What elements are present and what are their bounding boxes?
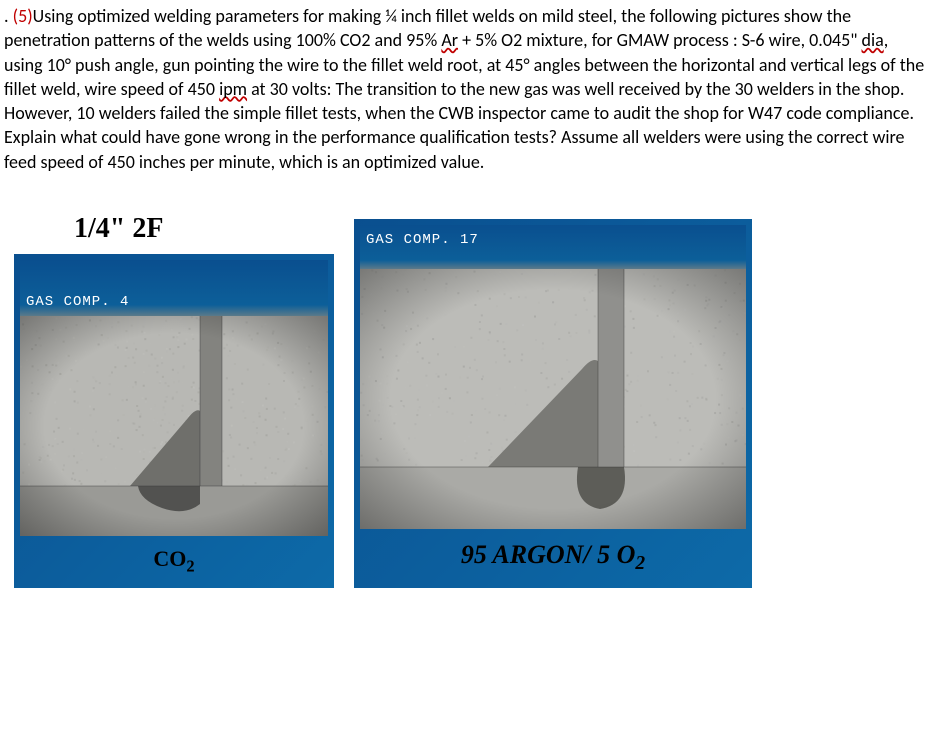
question-body: Using optimized welding parameters for m… (4, 5, 924, 173)
weld-photo-argon (360, 269, 746, 529)
figure-caption: 95 ARGON/ 5 O2 (360, 529, 746, 582)
figure-argon: GAS COMP. 17 95 ARGON/ 5 O2 (354, 219, 752, 588)
gas-comp-label: GAS COMP. 4 (20, 260, 328, 316)
weld-cross-section-icon (360, 269, 746, 529)
weld-cross-section-icon (20, 316, 328, 536)
caption-text: CO (153, 546, 186, 571)
caption-text: 95 ARGON/ 5 O (461, 540, 636, 569)
figure-frame: GAS COMP. 4 CO2 (14, 254, 334, 588)
caption-subscript: 2 (186, 556, 194, 575)
figure-frame: GAS COMP. 17 95 ARGON/ 5 O2 (354, 219, 752, 588)
question-paragraph: . (5)Using optimized welding parameters … (4, 4, 926, 174)
caption-subscript: 2 (635, 553, 645, 574)
figure-caption: CO2 (20, 536, 328, 582)
gas-comp-label: GAS COMP. 17 (360, 225, 746, 269)
figure-title: 1/4" 2F (14, 210, 163, 248)
leading-period: . (4, 5, 13, 27)
question-block: . (5)Using optimized welding parameters … (4, 4, 926, 174)
figure-co2: 1/4" 2F GAS COMP. 4 CO2 (14, 210, 334, 587)
figures-row: 1/4" 2F GAS COMP. 4 CO2 GAS COMP. 17 95 … (4, 210, 926, 587)
weld-photo-co2 (20, 316, 328, 536)
question-number: (5) (13, 5, 33, 27)
